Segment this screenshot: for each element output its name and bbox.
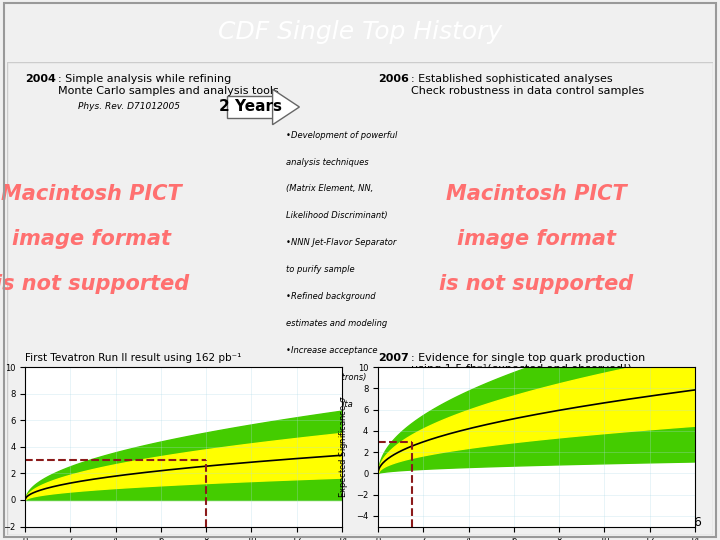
Text: 2 Years: 2 Years [219,99,282,114]
Text: : Established sophisticated analyses
Check robustness in data control samples: : Established sophisticated analyses Che… [411,74,644,96]
Text: image format: image format [12,230,171,249]
Text: estimates and modeling: estimates and modeling [286,319,387,328]
Text: Single Analysis: Single Analysis [495,381,578,391]
Text: •Increase acceptance: •Increase acceptance [286,346,377,355]
Text: σ: σ [24,367,35,380]
Text: •Development of powerful: •Development of powerful [286,131,397,140]
Text: : Evidence for single top quark production
using 1.5 fb⁻¹(expected and observed!: : Evidence for single top quark producti… [411,353,645,374]
Y-axis label: Expected Significance $\sigma$: Expected Significance $\sigma$ [338,396,351,498]
Text: H$_T$-Likelihood Fit: H$_T$-Likelihood Fit [84,381,177,395]
Text: analysis techniques: analysis techniques [286,158,369,166]
Text: < 17.5 pb at 95 % C.L.: < 17.5 pb at 95 % C.L. [74,367,226,380]
Text: •NNN Jet-Flavor Separator: •NNN Jet-Flavor Separator [286,238,396,247]
Text: Macintosh PICT: Macintosh PICT [446,184,627,205]
Text: Likelihood Discriminant): Likelihood Discriminant) [286,212,387,220]
Text: 2004: 2004 [24,74,55,84]
Text: to purify sample: to purify sample [286,265,354,274]
Text: image format: image format [457,230,616,249]
Text: is not supported: is not supported [439,274,634,294]
Text: 2007: 2007 [377,353,408,363]
Text: (forward electrons): (forward electrons) [286,373,366,382]
Text: 2006: 2006 [377,74,408,84]
Text: Macintosh PICT: Macintosh PICT [1,184,182,205]
Text: First Tevatron Run II result using 162 pb⁻¹: First Tevatron Run II result using 162 p… [24,353,241,363]
Text: •10x more data: •10x more data [286,400,353,409]
Text: is not supported: is not supported [0,274,189,294]
Text: Phys. Rev. D71012005: Phys. Rev. D71012005 [78,102,180,111]
Polygon shape [273,89,300,125]
Bar [227,96,273,118]
Text: (Matrix Element, NN,: (Matrix Element, NN, [286,185,373,193]
Text: : Simple analysis while refining
Monte Carlo samples and analysis tools: : Simple analysis while refining Monte C… [58,74,279,96]
Text: single top: single top [37,370,75,379]
Text: CDF Single Top History: CDF Single Top History [218,21,502,44]
Text: 56: 56 [686,516,702,529]
Text: •Refined background: •Refined background [286,292,376,301]
